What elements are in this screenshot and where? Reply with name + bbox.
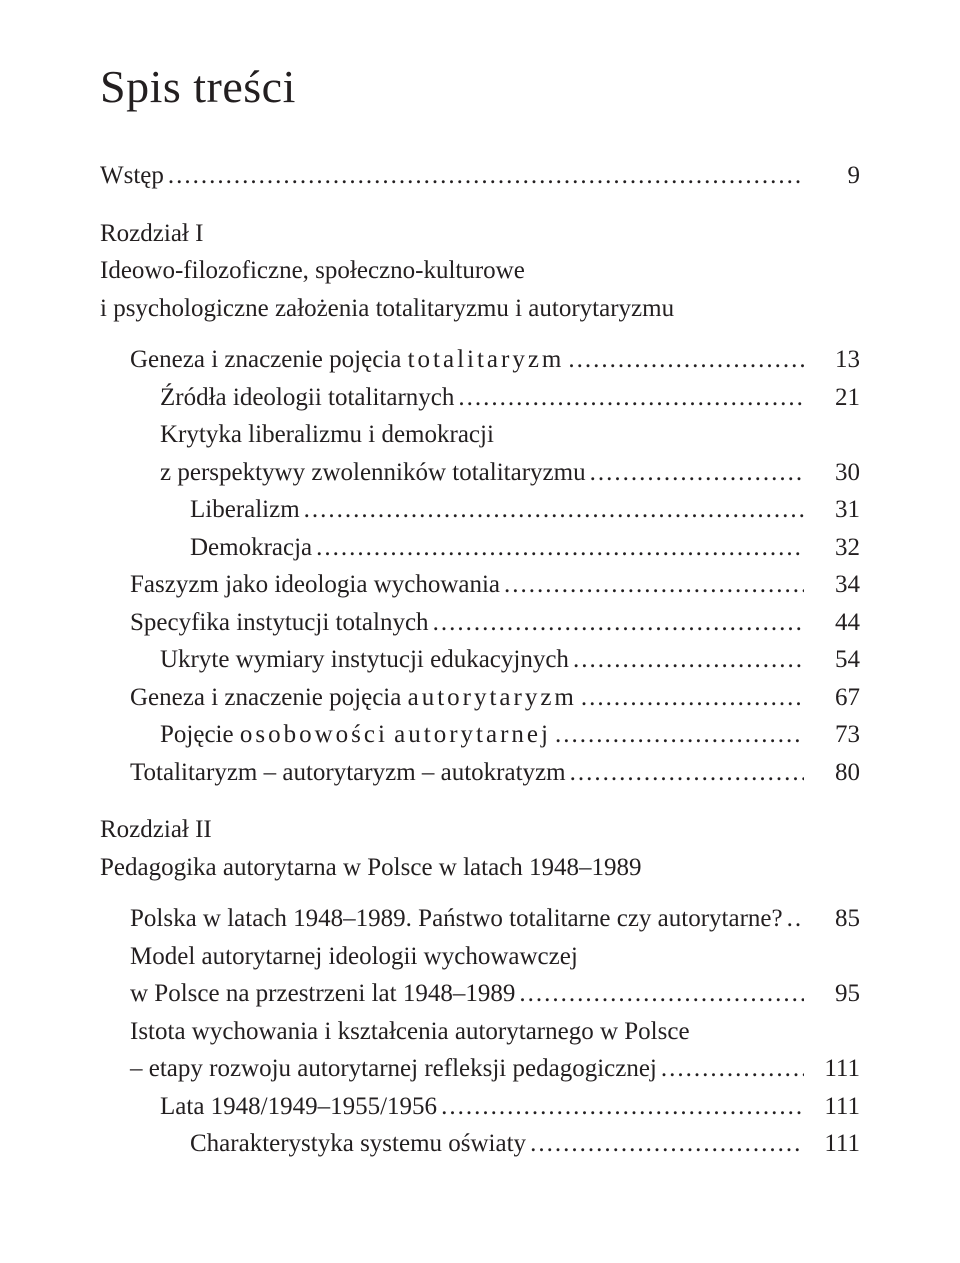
toc-entry: Specyfika instytucji totalnych 44	[100, 604, 860, 642]
leader-dots	[581, 679, 804, 717]
leader-dots	[458, 379, 804, 417]
leader-dots	[530, 1125, 804, 1163]
leader-dots	[304, 491, 804, 529]
entry-page: 54	[808, 641, 860, 679]
leader-dots	[661, 1050, 804, 1088]
toc-entry: Liberalizm 31	[100, 491, 860, 529]
leader-dots	[168, 157, 804, 195]
toc-entry-multiline: Model autorytarnej ideologii wychowawcze…	[100, 938, 860, 976]
entry-page: 85	[808, 900, 860, 938]
entry-page: 67	[808, 679, 860, 717]
entry-page: 30	[808, 454, 860, 492]
leader-dots	[433, 604, 804, 642]
toc-entry: Faszyzm jako ideologia wychowania 34	[100, 566, 860, 604]
entry-page: 111	[808, 1050, 860, 1088]
chapter-1-title-line2: Ideowo-filozoficzne, społeczno-kulturowe	[100, 252, 860, 290]
leader-dots	[519, 975, 804, 1013]
entry-label: Wstęp	[100, 157, 164, 195]
leader-dots	[504, 566, 804, 604]
entry-label: Źródła ideologii totalitarnych	[160, 379, 454, 417]
chapter-2-title-line2: Pedagogika autorytarna w Polsce w latach…	[100, 849, 860, 887]
entry-label: Faszyzm jako ideologia wychowania	[130, 566, 500, 604]
entry-label-text: Geneza i znaczenie pojęcia	[130, 684, 408, 711]
entry-label-line1: Krytyka liberalizmu i demokracji	[160, 421, 494, 448]
toc-entry: Ukryte wymiary instytucji edukacyjnych 5…	[100, 641, 860, 679]
entry-label: Charakterystyka systemu oświaty	[190, 1125, 526, 1163]
entry-page: 13	[808, 341, 860, 379]
leader-dots	[787, 900, 804, 938]
chapter-1-title-line1: Rozdział I	[100, 215, 860, 253]
leader-dots	[316, 529, 804, 567]
entry-label: Ukryte wymiary instytucji edukacyjnych	[160, 641, 569, 679]
toc-entry: – etapy rozwoju autorytarnej refleksji p…	[100, 1050, 860, 1088]
entry-page: 44	[808, 604, 860, 642]
entry-label-text: Pojęcie	[160, 721, 240, 748]
toc-entry: w Polsce na przestrzeni lat 1948–1989 95	[100, 975, 860, 1013]
entry-page: 21	[808, 379, 860, 417]
toc-entry-multiline: Krytyka liberalizmu i demokracji	[100, 416, 860, 454]
entry-label: Demokracja	[190, 529, 312, 567]
chapter-2-block: Rozdział II Pedagogika autorytarna w Pol…	[100, 811, 860, 1163]
entry-label-line1: Model autorytarnej ideologii wychowawcze…	[130, 943, 578, 970]
entry-page: 111	[808, 1088, 860, 1126]
entry-label-line2: – etapy rozwoju autorytarnej refleksji p…	[130, 1050, 657, 1088]
entry-label: Liberalizm	[190, 491, 300, 529]
entry-label: Pojęcie osobowości autorytarnej	[160, 716, 551, 754]
entry-label-line2: z perspektywy zwolenników totalitaryzmu	[160, 454, 586, 492]
entry-label: Geneza i znaczenie pojęcia totalitaryzm	[130, 341, 564, 379]
entry-label: Totalitaryzm – autorytaryzm – autokratyz…	[130, 754, 566, 792]
entry-label: Polska w latach 1948–1989. Państwo total…	[130, 900, 783, 938]
leader-dots	[590, 454, 804, 492]
toc-entry-multiline: Istota wychowania i kształcenia autoryta…	[100, 1013, 860, 1051]
entry-page: 31	[808, 491, 860, 529]
entry-page: 73	[808, 716, 860, 754]
wstep-block: Wstęp 9	[100, 157, 860, 195]
toc-entry: Charakterystyka systemu oświaty 111	[100, 1125, 860, 1163]
toc-entry: z perspektywy zwolenników totalitaryzmu …	[100, 454, 860, 492]
page: Spis treści Wstęp 9 Rozdział I Ideowo-fi…	[0, 0, 960, 1263]
leader-dots	[573, 641, 804, 679]
chapter-1-title-line3: i psychologiczne założenia totalitaryzmu…	[100, 290, 860, 328]
toc-entry: Totalitaryzm – autorytaryzm – autokratyz…	[100, 754, 860, 792]
chapter-1-block: Rozdział I Ideowo-filozoficzne, społeczn…	[100, 215, 860, 792]
leader-dots	[570, 754, 804, 792]
entry-page: 32	[808, 529, 860, 567]
entry-page: 111	[808, 1125, 860, 1163]
leader-dots	[568, 341, 804, 379]
entry-label-spaced: osobowości	[240, 721, 388, 748]
entry-page: 95	[808, 975, 860, 1013]
entry-page: 80	[808, 754, 860, 792]
toc-entry: Źródła ideologii totalitarnych 21	[100, 379, 860, 417]
entry-label: Geneza i znaczenie pojęcia autorytaryzm	[130, 679, 577, 717]
entry-label-spaced: autorytaryzm	[408, 684, 577, 711]
toc-entry: Lata 1948/1949–1955/1956 111	[100, 1088, 860, 1126]
toc-title: Spis treści	[100, 60, 860, 113]
entry-label: Lata 1948/1949–1955/1956	[160, 1088, 437, 1126]
entry-label-spaced: totalitaryzm	[408, 346, 565, 373]
leader-dots	[441, 1088, 804, 1126]
toc-entry: Geneza i znaczenie pojęcia autorytaryzm …	[100, 679, 860, 717]
toc-entry: Wstęp 9	[100, 157, 860, 195]
toc-entry: Pojęcie osobowości autorytarnej 73	[100, 716, 860, 754]
chapter-2-title-line1: Rozdział II	[100, 811, 860, 849]
leader-dots	[555, 716, 804, 754]
entry-label-line2: w Polsce na przestrzeni lat 1948–1989	[130, 975, 515, 1013]
toc-entry: Geneza i znaczenie pojęcia totalitaryzm …	[100, 341, 860, 379]
entry-page: 9	[808, 157, 860, 195]
entry-page: 34	[808, 566, 860, 604]
toc-entry: Polska w latach 1948–1989. Państwo total…	[100, 900, 860, 938]
entry-label: Specyfika instytucji totalnych	[130, 604, 429, 642]
entry-label-text: Geneza i znaczenie pojęcia	[130, 346, 408, 373]
toc-entry: Demokracja 32	[100, 529, 860, 567]
entry-label-spaced: autorytarnej	[394, 721, 551, 748]
entry-label-line1: Istota wychowania i kształcenia autoryta…	[130, 1018, 690, 1045]
